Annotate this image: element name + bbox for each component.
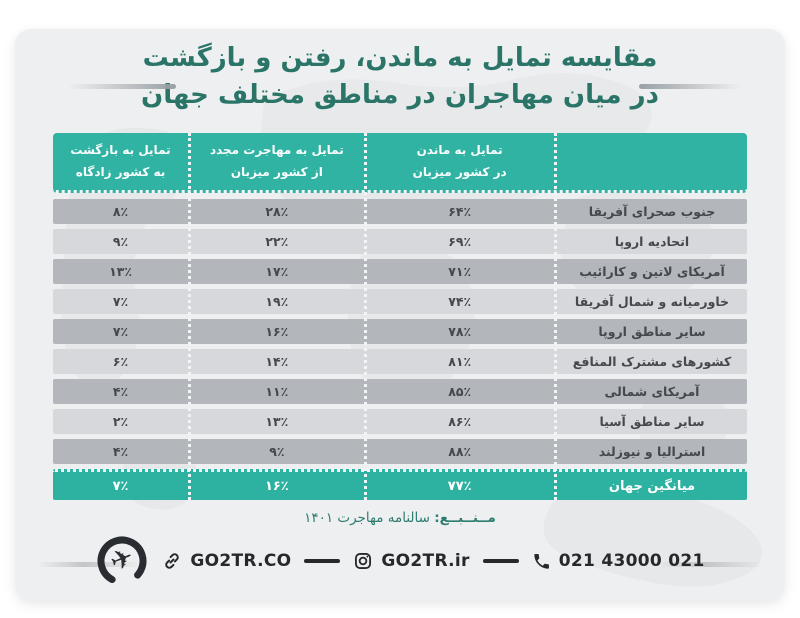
stay-value-cell: ۷۴٪ (448, 294, 472, 309)
column-separator (188, 133, 191, 500)
stay-value-cell: ۶۹٪ (448, 234, 472, 249)
page-title-line1: مقایسه تمایل به ماندن، رفتن و بازگشت (142, 43, 658, 73)
comparison-table: تمایل به ماندن در کشور میزبان تمایل به م… (53, 133, 747, 500)
phone-link[interactable]: 021 43000 021 (532, 551, 705, 571)
table-row: آمریکای شمالی ۸۵٪ ۱۱٪ ۴٪ (53, 379, 747, 404)
region-cell: خاورمیانه و شمال آفریقا (574, 294, 730, 309)
link-icon (162, 551, 182, 571)
region-cell: سایر مناطق آسیا (599, 414, 705, 429)
footer-contact-bar: ✈ GO2TR.CO (15, 531, 785, 591)
region-cell: اتحادیه اروپا (614, 234, 690, 249)
table-row: جنوب صحرای آفریقا ۶۴٪ ۲۸٪ ۸٪ (53, 199, 747, 224)
footer-dash (304, 559, 341, 563)
stay-value-cell: ۸۸٪ (448, 444, 472, 459)
table-header-row: تمایل به ماندن در کشور میزبان تمایل به م… (53, 133, 747, 193)
table-body: جنوب صحرای آفریقا ۶۴٪ ۲۸٪ ۸٪ اتحادیه ارو… (53, 199, 747, 464)
title-decor-line-left (68, 84, 176, 89)
column-separator (554, 133, 557, 500)
return-value-cell: ۲٪ (112, 414, 129, 429)
stay-value-cell: ۶۴٪ (448, 204, 472, 219)
column-separator (364, 133, 367, 500)
footer-decor-line-right (658, 562, 763, 567)
website-link[interactable]: GO2TR.CO (162, 551, 291, 571)
table-row: سایر مناطق اروپا ۷۸٪ ۱۶٪ ۷٪ (53, 319, 747, 344)
header-stay-line1: تمایل به ماندن (416, 142, 503, 157)
stay-value-cell: ۷۱٪ (448, 264, 472, 279)
region-cell: آمریکای لاتین و کارائیب (579, 264, 725, 279)
remigrate-value-cell: ۲۸٪ (265, 204, 289, 219)
remigrate-value-cell: ۱۷٪ (265, 264, 289, 279)
total-region-cell: میانگین جهان (608, 478, 696, 494)
source-text: سالنامه مهاجرت ۱۴۰۱ (304, 510, 430, 526)
remigrate-value-cell: ۱۶٪ (265, 324, 289, 339)
table-row: خاورمیانه و شمال آفریقا ۷۴٪ ۱۹٪ ۷٪ (53, 289, 747, 314)
header-cell-return: تمایل به بازگشت به کشور زادگاه (53, 140, 188, 183)
table-row: آمریکای لاتین و کارائیب ۷۱٪ ۱۷٪ ۱۳٪ (53, 259, 747, 284)
table-row: اتحادیه اروپا ۶۹٪ ۲۲٪ ۹٪ (53, 229, 747, 254)
website-label: GO2TR.CO (190, 551, 292, 571)
return-value-cell: ۸٪ (112, 204, 129, 219)
source-note: مــنــبــع: سالنامه مهاجرت ۱۴۰۱ (15, 510, 785, 526)
remigrate-value-cell: ۹٪ (269, 444, 285, 459)
stay-value-cell: ۸۶٪ (448, 414, 472, 429)
remigrate-value-cell: ۱۹٪ (265, 294, 289, 309)
total-return-cell: ۷٪ (112, 478, 129, 494)
return-value-cell: ۷٪ (112, 324, 129, 339)
region-cell: استرالیا و نیوزلند (598, 444, 706, 459)
total-stay-cell: ۷۷٪ (447, 478, 472, 494)
table-row: کشورهای مشترک المنافع ۸۱٪ ۱۴٪ ۶٪ (53, 349, 747, 374)
page-title-line2: در میان مهاجران در مناطق مختلف جهان (141, 79, 659, 110)
region-cell: کشورهای مشترک المنافع (572, 354, 732, 369)
return-value-cell: ۴٪ (112, 384, 129, 399)
region-cell: جنوب صحرای آفریقا (588, 204, 716, 219)
instagram-link[interactable]: GO2TR.ir (353, 551, 469, 571)
footer-dash (482, 559, 519, 563)
go2tr-logo: ✈ (95, 534, 149, 588)
table-total-row: میانگین جهان ۷۷٪ ۱۶٪ ۷٪ (53, 469, 747, 500)
stay-value-cell: ۸۱٪ (448, 354, 472, 369)
header-return-line1: تمایل به بازگشت (70, 142, 171, 157)
table-row: استرالیا و نیوزلند ۸۸٪ ۹٪ ۴٪ (53, 439, 747, 464)
return-value-cell: ۱۳٪ (109, 264, 132, 279)
header-remigrate-line2: از کشور میزبان (230, 164, 323, 179)
return-value-cell: ۹٪ (112, 234, 129, 249)
stay-value-cell: ۷۸٪ (448, 324, 472, 339)
header-remigrate-line1: تمایل به مهاجرت مجدد (209, 142, 344, 157)
title-decor-line-right (639, 84, 741, 89)
phone-label: 021 43000 021 (558, 551, 705, 571)
header-return-line2: به کشور زادگاه (75, 164, 166, 179)
infographic-card: مقایسه تمایل به ماندن، رفتن و بازگشت در … (15, 29, 785, 600)
phone-icon (532, 552, 551, 571)
remigrate-value-cell: ۱۳٪ (265, 414, 289, 429)
remigrate-value-cell: ۲۲٪ (265, 234, 289, 249)
stay-value-cell: ۸۵٪ (448, 384, 472, 399)
region-cell: آمریکای شمالی (604, 384, 700, 399)
remigrate-value-cell: ۱۱٪ (265, 384, 289, 399)
header-cell-remigrate: تمایل به مهاجرت مجدد از کشور میزبان (191, 140, 362, 183)
table-row: سایر مناطق آسیا ۸۶٪ ۱۳٪ ۲٪ (53, 409, 747, 434)
region-cell: سایر مناطق اروپا (598, 324, 706, 339)
header-stay-line2: در کشور میزبان (412, 164, 507, 179)
footer-decor-line-left (37, 562, 142, 567)
instagram-icon (353, 551, 373, 571)
return-value-cell: ۴٪ (112, 444, 129, 459)
return-value-cell: ۶٪ (112, 354, 129, 369)
header-cell-stay: تمایل به ماندن در کشور میزبان (366, 140, 554, 183)
return-value-cell: ۷٪ (112, 294, 129, 309)
instagram-label: GO2TR.ir (381, 551, 470, 571)
total-remigrate-cell: ۱۶٪ (264, 478, 289, 494)
source-label: مــنــبــع: (434, 510, 496, 526)
page-title: مقایسه تمایل به ماندن، رفتن و بازگشت در … (15, 40, 785, 114)
remigrate-value-cell: ۱۴٪ (265, 354, 289, 369)
